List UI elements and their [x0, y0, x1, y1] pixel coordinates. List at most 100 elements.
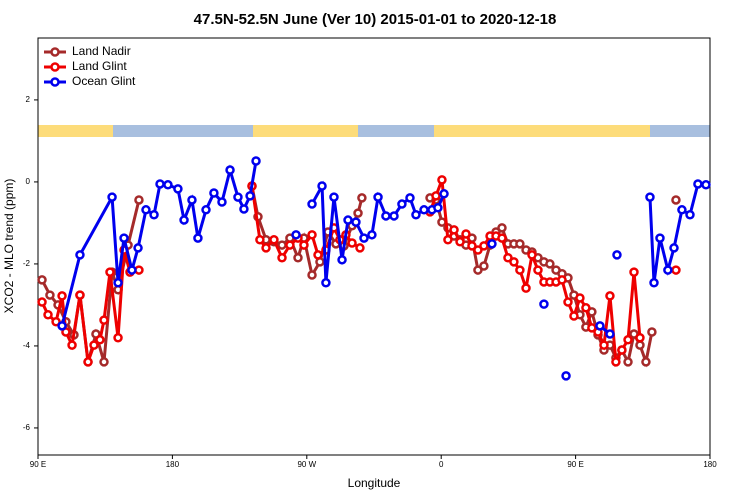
data-point [575, 293, 585, 303]
plot-frame [37, 37, 711, 456]
data-point [587, 323, 597, 333]
data-point [155, 179, 165, 189]
data-point [539, 299, 549, 309]
data-point [461, 229, 471, 239]
data-point [163, 180, 173, 190]
data-point [437, 175, 447, 185]
data-point [343, 215, 353, 225]
data-point [307, 270, 317, 280]
data-point [503, 253, 513, 263]
legend-marker [50, 77, 60, 87]
data-point [671, 265, 681, 275]
data-point [245, 191, 255, 201]
data-point [437, 217, 447, 227]
data-point [623, 357, 633, 367]
data-point [337, 255, 347, 265]
data-point [37, 297, 47, 307]
data-point [355, 243, 365, 253]
series [37, 181, 681, 368]
chart-title: 47.5N-52.5N June (Ver 10) 2015-01-01 to … [194, 11, 557, 28]
data-point [623, 335, 633, 345]
data-point [521, 283, 531, 293]
land-band [253, 125, 358, 137]
data-point [617, 345, 627, 355]
y-axis-label: XCO2 - MLO trend (ppm) [2, 179, 16, 314]
data-point [561, 371, 571, 381]
data-point [655, 233, 665, 243]
data-point [397, 199, 407, 209]
data-point [359, 233, 369, 243]
data-point [173, 184, 183, 194]
data-point [569, 311, 579, 321]
x-tick-label: 180 [166, 460, 180, 469]
data-point [291, 230, 301, 240]
data-point [611, 357, 621, 367]
data-point [605, 329, 615, 339]
data-point [99, 357, 109, 367]
data-point [515, 239, 525, 249]
data-point [367, 230, 377, 240]
data-point [419, 205, 429, 215]
data-point [299, 240, 309, 250]
data-point [141, 205, 151, 215]
data-point [373, 192, 383, 202]
data-point [449, 225, 459, 235]
x-axis-label: Longitude [348, 476, 401, 490]
data-point [83, 357, 93, 367]
data-point [193, 233, 203, 243]
x-tick-label: 180 [703, 460, 717, 469]
series [37, 175, 681, 368]
data-point [353, 208, 363, 218]
data-point [479, 261, 489, 271]
data-point [329, 192, 339, 202]
data-point [509, 257, 519, 267]
data-point [411, 209, 421, 220]
data-point [663, 265, 673, 275]
data-point [317, 181, 327, 191]
data-point [515, 265, 525, 275]
data-point [381, 211, 391, 221]
data-point [225, 165, 235, 175]
data-point [473, 265, 483, 275]
data-point [307, 230, 317, 240]
data-point [455, 237, 465, 247]
legend-marker [50, 62, 60, 72]
data-point [645, 192, 655, 202]
data-point [119, 233, 129, 243]
data-point [685, 209, 695, 220]
data-point [277, 240, 287, 250]
x-tick-label: 90 E [567, 460, 583, 469]
data-point [89, 340, 99, 350]
data-point [201, 205, 211, 215]
data-point [581, 303, 591, 313]
data-point [563, 297, 573, 307]
y-tick-label: 2 [26, 95, 31, 104]
data-point [133, 243, 143, 253]
data-point [629, 267, 639, 277]
data-point [431, 191, 441, 201]
data-point [45, 290, 55, 300]
data-point [677, 205, 687, 215]
data-point [269, 234, 279, 245]
data-point [233, 192, 243, 202]
data-point [67, 340, 77, 350]
data-point [105, 267, 115, 277]
data-point [75, 250, 85, 260]
data-point [635, 340, 645, 350]
data-point [277, 253, 287, 263]
data-point [635, 332, 645, 343]
data-point [239, 204, 249, 214]
y-tick-label: -4 [23, 341, 31, 350]
legend-marker [50, 47, 60, 57]
data-point [251, 156, 261, 166]
data-point [134, 195, 144, 205]
data-point [99, 315, 109, 325]
data-point [497, 223, 507, 233]
data-point [37, 275, 47, 285]
data-point [293, 253, 303, 263]
data-point [669, 243, 679, 253]
data-point [439, 189, 449, 199]
y-tick-label: -6 [23, 423, 31, 432]
data-point [527, 250, 537, 260]
